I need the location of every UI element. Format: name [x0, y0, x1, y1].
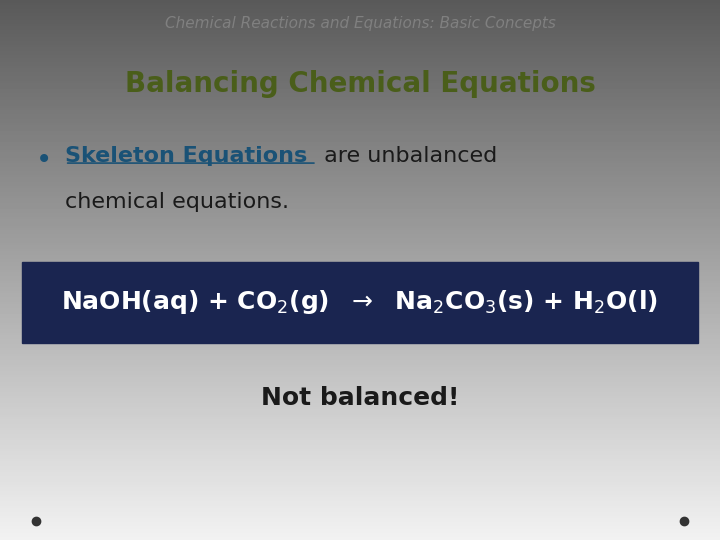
Text: Skeleton Equations: Skeleton Equations	[65, 146, 307, 166]
Text: Chemical Reactions and Equations: Basic Concepts: Chemical Reactions and Equations: Basic …	[165, 16, 555, 31]
Text: NaOH(aq) + CO$_2$(g)  $\rightarrow$  Na$_2$CO$_3$(s) + H$_2$O(l): NaOH(aq) + CO$_2$(g) $\rightarrow$ Na$_2…	[61, 288, 659, 316]
Text: Not balanced!: Not balanced!	[261, 386, 459, 410]
Text: are unbalanced: are unbalanced	[317, 146, 497, 166]
Text: •: •	[36, 146, 53, 174]
FancyBboxPatch shape	[22, 262, 698, 343]
Text: chemical equations.: chemical equations.	[65, 192, 289, 212]
Text: Balancing Chemical Equations: Balancing Chemical Equations	[125, 70, 595, 98]
